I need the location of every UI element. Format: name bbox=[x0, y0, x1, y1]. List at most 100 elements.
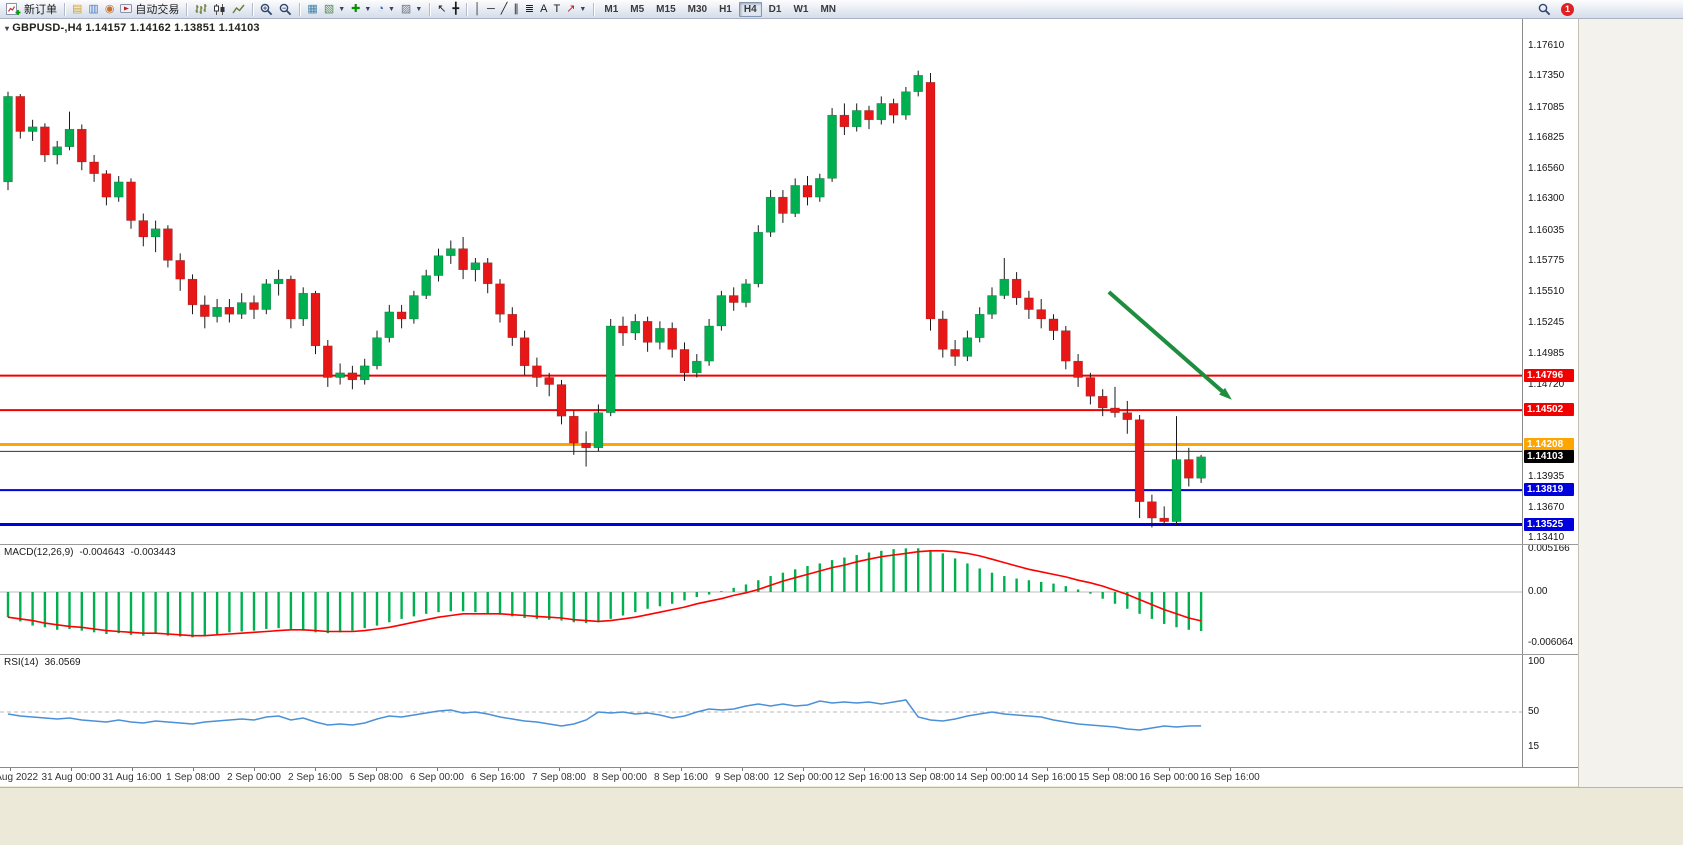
macd-chart bbox=[0, 548, 1522, 638]
time-axis-label: 5 Sep 08:00 bbox=[349, 772, 403, 783]
price-tag-1.13525: 1.13525 bbox=[1524, 517, 1574, 531]
price-tick-label: 1.13670 bbox=[1528, 501, 1565, 513]
time-axis-label: 13 Sep 08:00 bbox=[895, 772, 955, 783]
time-tick bbox=[498, 768, 499, 771]
time-tick bbox=[132, 768, 133, 771]
text-label-button[interactable]: T bbox=[550, 1, 563, 18]
time-axis-label: 30 Aug 2022 bbox=[0, 772, 39, 783]
cursor-button[interactable]: ↖ bbox=[434, 1, 449, 18]
right-margin bbox=[1578, 19, 1683, 787]
main-chart-panel[interactable] bbox=[0, 19, 1522, 543]
time-axis-label: 31 Aug 00:00 bbox=[41, 772, 101, 783]
arrow-object-icon: ↗ bbox=[566, 2, 576, 15]
new-order-button[interactable]: 新订单 bbox=[3, 1, 60, 18]
time-tick bbox=[986, 768, 987, 771]
trend-arrow-object[interactable] bbox=[1107, 290, 1232, 400]
timeframe-h1[interactable]: H1 bbox=[719, 3, 732, 15]
panel-divider[interactable] bbox=[0, 654, 1578, 655]
toolbar-separator bbox=[64, 2, 65, 16]
chevron-down-icon: ▼ bbox=[415, 5, 423, 13]
macd-signal-line bbox=[7, 550, 1202, 637]
price-tick-label: 1.17610 bbox=[1528, 40, 1565, 51]
rsi-panel[interactable] bbox=[0, 655, 1522, 766]
ohlc-text: 1.14157 1.14162 1.13851 1.14103 bbox=[85, 22, 260, 34]
rsi-axis-label: 15 bbox=[1528, 741, 1540, 752]
timeframe-m1[interactable]: M1 bbox=[604, 3, 619, 15]
timeframe-m30[interactable]: M30 bbox=[687, 3, 708, 15]
text-label-icon: T bbox=[553, 2, 561, 15]
template-button[interactable]: ▨ ▼ bbox=[398, 1, 425, 18]
time-axis-label: 7 Sep 08:00 bbox=[532, 772, 586, 783]
zoom-out-button[interactable]: − bbox=[276, 1, 295, 18]
macd-panel[interactable] bbox=[0, 545, 1522, 653]
cursor-icon: ↖ bbox=[437, 2, 447, 15]
timeframe-mn[interactable]: MN bbox=[820, 3, 837, 15]
current-price-tag: 1.14103 bbox=[1524, 449, 1574, 463]
autotrading-button[interactable]: 自动交易 bbox=[117, 1, 182, 18]
macd-axis-label: 0.005166 bbox=[1528, 542, 1570, 554]
price-tick-label: 1.16035 bbox=[1528, 224, 1565, 236]
time-tick bbox=[864, 768, 865, 771]
channel-button[interactable]: ∥ bbox=[510, 1, 522, 18]
time-tick bbox=[71, 768, 72, 771]
time-tick bbox=[315, 768, 316, 771]
macd-signal-value: -0.003443 bbox=[130, 547, 176, 558]
indicators-button[interactable]: ▧ ▼ bbox=[321, 1, 348, 18]
timeframe-h4[interactable]: H4 bbox=[738, 1, 762, 17]
trendline-button[interactable]: ╱ bbox=[498, 1, 511, 18]
toolbar-separator bbox=[299, 2, 301, 16]
svg-text:+: + bbox=[263, 5, 267, 12]
time-tick bbox=[1047, 768, 1048, 771]
text-button[interactable]: A bbox=[537, 1, 550, 18]
time-axis-label: 1 Sep 08:00 bbox=[166, 772, 220, 783]
arrows-button[interactable]: ↗ ▼ bbox=[563, 1, 589, 18]
vertical-line-button[interactable]: │ bbox=[471, 1, 484, 18]
time-axis-label: 16 Sep 16:00 bbox=[1200, 772, 1260, 783]
price-tick-label: 1.15245 bbox=[1528, 317, 1565, 329]
clock-icon: ◔ bbox=[377, 2, 384, 15]
fibonacci-button[interactable]: ≣ bbox=[522, 1, 537, 18]
new-chart-button[interactable]: ✚ ▼ bbox=[348, 1, 374, 18]
tile-windows-button[interactable]: ▦ bbox=[304, 1, 320, 18]
price-tick-label: 1.13410 bbox=[1528, 532, 1565, 543]
crosshair-icon: ╋ bbox=[452, 2, 460, 15]
toolbar-separator bbox=[593, 2, 595, 16]
status-area bbox=[0, 787, 1683, 845]
time-axis-label: 6 Sep 00:00 bbox=[410, 772, 464, 783]
chevron-down-icon[interactable]: ▾ bbox=[5, 24, 10, 33]
notification-badge[interactable]: 1 bbox=[1561, 2, 1574, 16]
time-axis-label: 12 Sep 00:00 bbox=[773, 772, 833, 783]
timeframe-d1[interactable]: D1 bbox=[768, 3, 782, 15]
zoom-in-button[interactable]: + bbox=[257, 1, 276, 18]
panel-divider[interactable] bbox=[0, 544, 1578, 545]
price-tick-label: 1.15510 bbox=[1528, 286, 1565, 297]
crosshair-button[interactable]: ╋ bbox=[449, 1, 462, 18]
tile-windows-icon: ▦ bbox=[307, 2, 318, 15]
line-chart-button[interactable] bbox=[229, 1, 248, 18]
chart-symbol-label: ▾ GBPUSD-,H4 1.14157 1.14162 1.13851 1.14… bbox=[5, 22, 260, 34]
time-tick bbox=[1169, 768, 1170, 771]
candlestick-chart-button[interactable] bbox=[210, 1, 229, 18]
market-watch-button[interactable]: ▥ bbox=[85, 1, 101, 18]
timeframe-w1[interactable]: W1 bbox=[793, 3, 809, 15]
timeframe-m5[interactable]: M5 bbox=[630, 3, 645, 15]
time-tick bbox=[254, 768, 255, 771]
navigator-button[interactable]: ◉ bbox=[102, 1, 118, 18]
price-axis[interactable]: 1.17610 1.17350 1.17085 1.16825 1.16560 1.163… bbox=[1522, 19, 1578, 786]
time-tick bbox=[803, 768, 804, 771]
bar-chart-button[interactable] bbox=[191, 1, 210, 18]
autotrading-button-label: 自动交易 bbox=[135, 4, 180, 16]
chevron-down-icon: ▼ bbox=[579, 5, 587, 13]
chart-background bbox=[0, 19, 1578, 786]
search-button[interactable] bbox=[1535, 1, 1554, 18]
rsi-value: 36.0569 bbox=[44, 657, 81, 668]
rsi-axis-label: 50 bbox=[1528, 706, 1540, 717]
rsi-indicator-label: RSI(14) 36.0569 bbox=[4, 657, 87, 668]
period-button[interactable]: ◔ ▼ bbox=[374, 1, 398, 18]
time-tick bbox=[742, 768, 743, 771]
charts-window-button[interactable]: ▤ bbox=[69, 1, 85, 18]
horizontal-line-button[interactable]: ─ bbox=[484, 1, 498, 18]
timeframe-m15[interactable]: M15 bbox=[656, 3, 676, 15]
